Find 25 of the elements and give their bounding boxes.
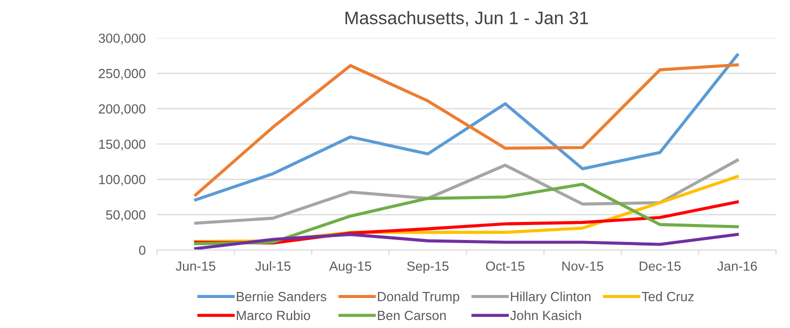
legend-label: Bernie Sanders	[236, 292, 326, 302]
line-series	[194, 232, 739, 250]
line-series	[194, 158, 739, 225]
y-tick-label: 200,000	[98, 104, 146, 116]
y-tick-label: 50,000	[106, 210, 146, 222]
x-tick-label: Sep-15	[407, 261, 449, 274]
legend-label: Ben Carson	[378, 310, 446, 320]
x-tick-label: Jun-15	[176, 262, 216, 271]
x-tick-label: Oct-15	[486, 261, 524, 271]
legend-label: Donald Trump	[378, 292, 460, 304]
x-tick-label: Dec-15	[640, 262, 681, 271]
x-tick-label: Jul-15	[255, 261, 290, 271]
legend-label: Ted Cruz	[642, 292, 694, 302]
chart-title: Massachusetts, Jun 1 - Jan 31	[346, 11, 588, 26]
x-tick-label: Aug-15	[329, 262, 372, 274]
y-tick-label: 150,000	[99, 140, 146, 150]
legend-label: Marco Rubio	[236, 310, 310, 320]
y-tick-label: 100,000	[99, 174, 146, 186]
y-tick-label: 300,000	[98, 34, 146, 44]
y-tick-label: 0	[139, 246, 146, 255]
x-tick-label: Jan-16	[717, 261, 757, 271]
legend-label: Hillary Clinton	[510, 292, 590, 304]
x-tick-label: Nov-15	[562, 262, 604, 271]
legend-label: John Kasich	[510, 310, 581, 320]
y-tick-label: 250,000	[98, 68, 146, 80]
